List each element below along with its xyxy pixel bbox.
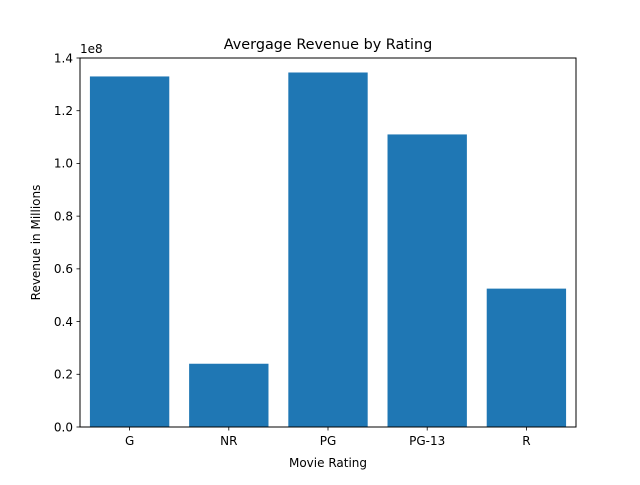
x-tick-label: G bbox=[125, 434, 134, 448]
x-tick-label: NR bbox=[220, 434, 237, 448]
x-tick-label: R bbox=[522, 434, 530, 448]
bar-pg-13 bbox=[387, 134, 467, 427]
y-tick-label: 1.0 bbox=[54, 157, 73, 171]
bar-pg bbox=[288, 72, 368, 427]
axis-ticks: G NR PG PG-13 R 0.0 0.2 0.4 0.6 0.8 1.0 1.2 1.4 bbox=[54, 51, 531, 448]
bar-nr bbox=[189, 363, 269, 427]
y-tick-label: 1.4 bbox=[54, 51, 73, 65]
x-tick-label: PG bbox=[320, 434, 337, 448]
y-tick-label: 0.4 bbox=[54, 315, 73, 329]
bars bbox=[89, 72, 567, 427]
bar-g bbox=[89, 76, 170, 427]
y-tick-label: 0.0 bbox=[54, 420, 73, 434]
y-tick-label: 0.2 bbox=[54, 368, 73, 382]
plot-frame bbox=[79, 57, 577, 428]
y-tick-label: 0.6 bbox=[54, 262, 73, 276]
chart-title: Avergage Revenue by Rating bbox=[224, 37, 432, 53]
y-tick-label: 0.8 bbox=[54, 209, 73, 223]
y-tick-label: 1.2 bbox=[54, 104, 73, 118]
bar-r bbox=[486, 288, 567, 427]
x-axis-label: Movie Rating bbox=[289, 456, 367, 470]
y-axis-multiplier: 1e8 bbox=[80, 42, 103, 56]
x-tick-label: PG-13 bbox=[409, 434, 445, 448]
y-axis-label: Revenue in Millions bbox=[29, 185, 43, 301]
